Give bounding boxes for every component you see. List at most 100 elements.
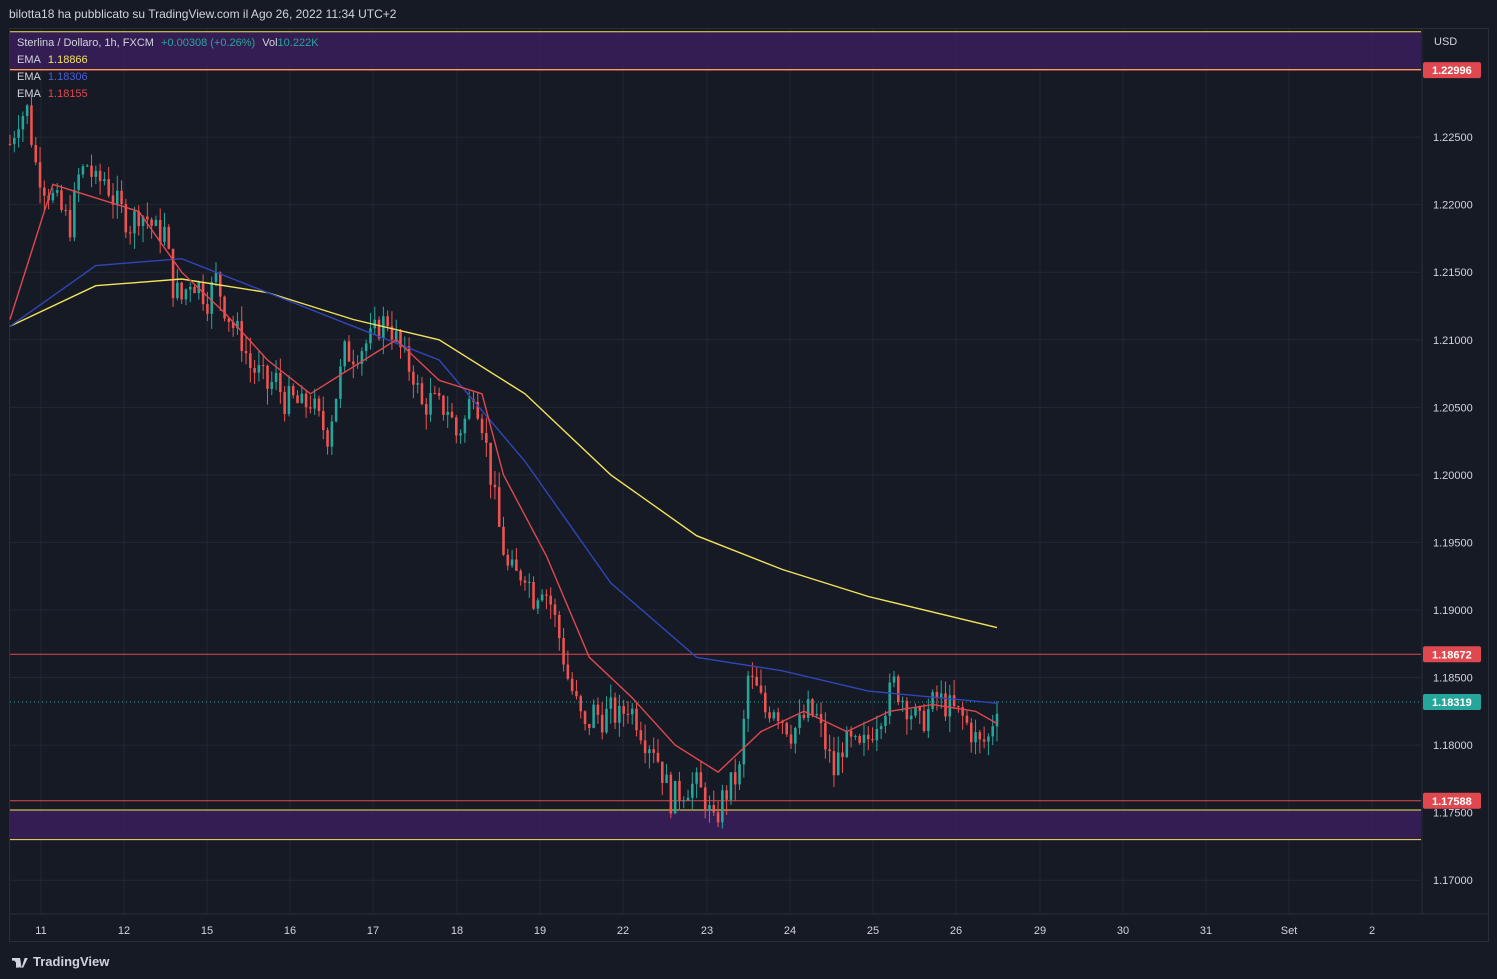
- candle-body: [661, 761, 664, 784]
- candle-body: [819, 714, 823, 724]
- candle-body: [420, 383, 424, 405]
- candle-body: [455, 417, 458, 436]
- candle-body: [493, 484, 497, 488]
- price-label-badge: [1423, 694, 1481, 711]
- candle-body: [274, 372, 278, 383]
- price-label-badge: [1423, 792, 1481, 809]
- price-tick-label: 1.21000: [1433, 335, 1473, 347]
- candle-body: [866, 734, 870, 740]
- ema-row-2[interactable]: EMA 1.18306: [17, 69, 323, 86]
- candle-body: [446, 411, 449, 415]
- candle-body: [849, 730, 853, 737]
- candle-body: [73, 189, 76, 238]
- candle-body: [622, 706, 625, 714]
- candle-body: [519, 570, 522, 581]
- candle-body: [716, 812, 720, 823]
- candle-body: [708, 804, 711, 811]
- candle-body: [236, 320, 239, 329]
- candle-body: [738, 764, 741, 785]
- candle-body: [746, 675, 750, 719]
- candle-body: [163, 226, 166, 242]
- candle-body: [682, 800, 686, 802]
- candle-body: [558, 615, 561, 639]
- candle-body: [249, 353, 252, 369]
- time-tick-label: 19: [534, 925, 546, 937]
- candle-body: [536, 600, 540, 609]
- candle-body: [339, 366, 342, 399]
- candle-body: [450, 411, 454, 418]
- candle-body: [772, 712, 776, 719]
- ema-value: 1.18155: [47, 88, 88, 100]
- vol-label: Vol: [262, 37, 278, 49]
- ema-label: EMA: [17, 54, 41, 66]
- candle-body: [686, 797, 690, 801]
- candle-body: [51, 192, 55, 201]
- candle-body: [442, 395, 445, 415]
- candle-body: [77, 174, 80, 190]
- currency-label: USD: [1434, 36, 1457, 48]
- candle-body: [588, 723, 591, 728]
- candle-body: [759, 685, 763, 693]
- candle-body: [13, 137, 16, 145]
- price-tick-label: 1.22000: [1433, 200, 1473, 212]
- candle-body: [223, 296, 226, 319]
- time-tick-label: 18: [451, 925, 463, 937]
- candle-body: [725, 790, 728, 800]
- candle-body: [699, 772, 703, 788]
- candle-body: [918, 706, 922, 711]
- candle-body: [17, 129, 20, 138]
- candle-body: [695, 772, 698, 784]
- candle-body: [914, 706, 917, 716]
- candle-body: [188, 286, 192, 290]
- candle-body: [897, 676, 900, 703]
- candle-body: [489, 442, 492, 485]
- time-tick-label: 30: [1117, 925, 1129, 937]
- time-tick-label: 16: [284, 925, 296, 937]
- candle-body: [888, 682, 891, 716]
- candle-body: [596, 704, 600, 715]
- candle-body: [630, 708, 634, 715]
- ema-line-3: [9, 183, 998, 773]
- ema-row-1[interactable]: EMA 1.18866: [17, 52, 323, 69]
- candle-body: [485, 433, 488, 443]
- candle-body: [763, 692, 767, 713]
- candle-body: [124, 204, 128, 233]
- candle-body: [407, 346, 411, 372]
- candle-body: [352, 361, 355, 365]
- candle-body: [566, 664, 570, 679]
- grid: [10, 29, 1421, 914]
- price-tick-label: 1.20000: [1433, 470, 1473, 482]
- candle-body: [656, 752, 660, 762]
- candle-body: [824, 723, 827, 750]
- candle-body: [751, 675, 754, 677]
- candle-body: [583, 711, 587, 724]
- candle-body: [437, 393, 441, 396]
- candle-body: [553, 604, 557, 616]
- candle-body: [806, 699, 810, 719]
- ema-line-1: [9, 278, 998, 629]
- candle-body: [755, 676, 758, 686]
- candle-body: [98, 170, 102, 182]
- time-tick-label: 22: [617, 925, 629, 937]
- candle-body: [231, 321, 235, 329]
- candle-body: [171, 248, 175, 299]
- candle-body: [326, 430, 329, 447]
- candle-body: [948, 695, 952, 717]
- candle-body: [901, 700, 904, 703]
- publish-header: bilotta18 ha pubblicato su TradingView.c…: [0, 0, 1497, 28]
- chart-area[interactable]: [9, 28, 1489, 942]
- candle-body: [167, 226, 171, 249]
- price-tick-label: 1.18500: [1433, 673, 1473, 685]
- ema-row-3[interactable]: EMA 1.18155: [17, 86, 323, 103]
- candle-body: [8, 143, 12, 145]
- candle-body: [841, 752, 844, 758]
- ema-label: EMA: [17, 71, 41, 83]
- time-tick-label: 12: [118, 925, 130, 937]
- candle-body: [94, 170, 98, 177]
- candle-body: [742, 718, 746, 765]
- candle-body: [961, 707, 964, 716]
- candle-body: [892, 676, 896, 683]
- candle-body: [515, 559, 518, 571]
- tradingview-logo[interactable]: TradingView: [12, 954, 109, 969]
